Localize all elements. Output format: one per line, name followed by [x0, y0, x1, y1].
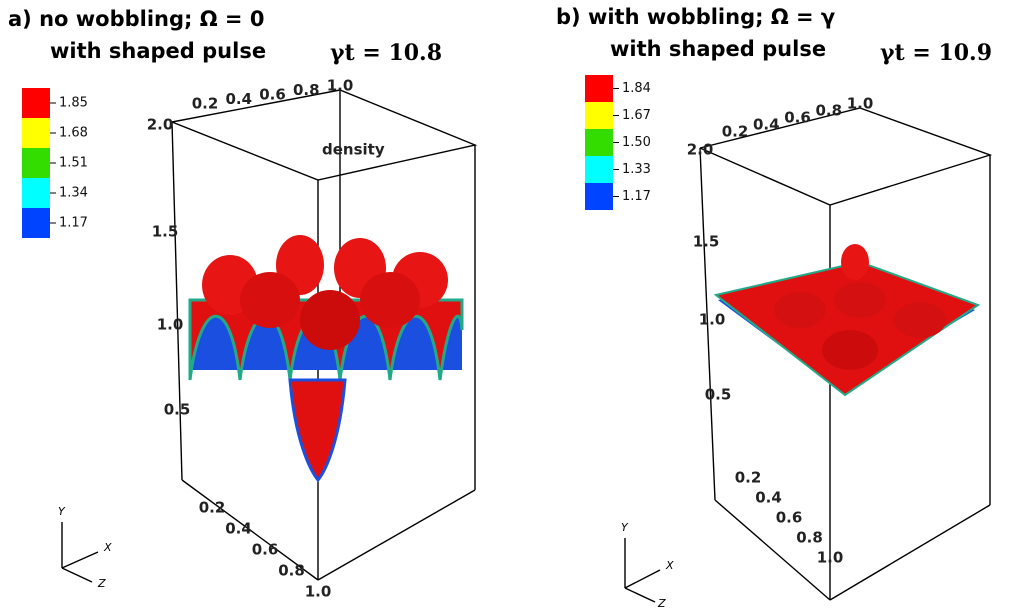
triad-label: Y [58, 505, 66, 518]
z-tick-label: 0.2 [199, 499, 226, 517]
x-tick-label: 0.8 [815, 102, 842, 120]
triad-label: Z [657, 597, 666, 610]
x-tick-label: 0.4 [753, 116, 780, 134]
y-tick-label: 1.5 [152, 223, 179, 241]
x-tick-label: 0.6 [259, 86, 286, 104]
triad-label: Y [621, 521, 629, 534]
legend-label: 1.67 [622, 108, 651, 123]
y-tick-label: 1.5 [693, 233, 720, 251]
y-tick-label: 0.5 [164, 401, 191, 419]
legend-swatch [585, 75, 613, 102]
legend-label: 1.51 [59, 156, 88, 171]
legend-label: 1.17 [622, 189, 651, 204]
axis-triad [61, 522, 661, 603]
y-tick-label: 1.0 [157, 316, 184, 334]
triad-label: X [103, 541, 112, 554]
panel-time: γt = 10.9 [880, 40, 992, 66]
legend-label: 1.34 [59, 186, 88, 201]
panel-subtitle: with shaped pulse [50, 39, 266, 63]
x-tick-label: 0.6 [784, 109, 811, 127]
x-tick-label: 1.0 [327, 77, 354, 95]
legend-swatch [585, 156, 613, 183]
legend-swatch [22, 178, 50, 208]
legend-swatch [22, 148, 50, 178]
z-tick-label: 0.2 [735, 469, 762, 487]
legend-swatch [22, 88, 50, 118]
x-tick-label: 0.8 [293, 81, 320, 99]
z-tick-label: 0.6 [776, 509, 803, 527]
x-tick-label: 0.4 [225, 90, 252, 108]
legend-swatch [22, 118, 50, 148]
legend-label: 1.50 [622, 135, 651, 150]
panel-title: b) with wobbling; Ω = γ [556, 5, 835, 29]
density-surface [713, 244, 981, 397]
z-tick-label: 1.0 [817, 549, 844, 567]
panel-subtitle: with shaped pulse [610, 37, 826, 61]
z-tick-label: 0.6 [252, 541, 279, 559]
z-tick-label: 0.8 [796, 529, 823, 547]
triad-label: Z [97, 577, 106, 590]
z-tick-label: 0.8 [278, 562, 305, 580]
z-tick-label: 0.4 [225, 520, 252, 538]
legend-label: 1.68 [59, 126, 88, 141]
density-surface [188, 235, 464, 483]
legend-label: 1.33 [622, 162, 651, 177]
x-tick-label: 0.2 [722, 123, 749, 141]
panel-b: b) with wobbling; Ω = γ with shaped puls… [556, 5, 993, 601]
legend-label: 1.84 [622, 81, 651, 96]
legend-swatch [22, 208, 50, 238]
quantity-label: density [322, 141, 385, 159]
x-tick-label: 1.0 [847, 95, 874, 113]
y-tick-label: 0.5 [705, 386, 732, 404]
panel-a: a) no wobbling; Ω = 0 with shaped pulse … [8, 7, 478, 581]
legend-swatch [585, 129, 613, 156]
triad-label: X [665, 559, 674, 572]
legend-label: 1.85 [59, 96, 88, 111]
z-tick-label: 1.0 [305, 583, 332, 601]
y-tick-label: 1.0 [699, 311, 726, 329]
y-tick-label: 2.0 [687, 141, 714, 159]
panel-time: γt = 10.8 [330, 40, 442, 66]
panel-title: a) no wobbling; Ω = 0 [8, 7, 264, 31]
legend-swatch [585, 183, 613, 210]
legend-label: 1.17 [59, 216, 88, 231]
x-tick-label: 0.2 [192, 95, 219, 113]
box-frame [699, 107, 993, 601]
y-tick-label: 2.0 [147, 116, 174, 134]
z-tick-label: 0.4 [755, 489, 782, 507]
legend-swatch [585, 102, 613, 129]
